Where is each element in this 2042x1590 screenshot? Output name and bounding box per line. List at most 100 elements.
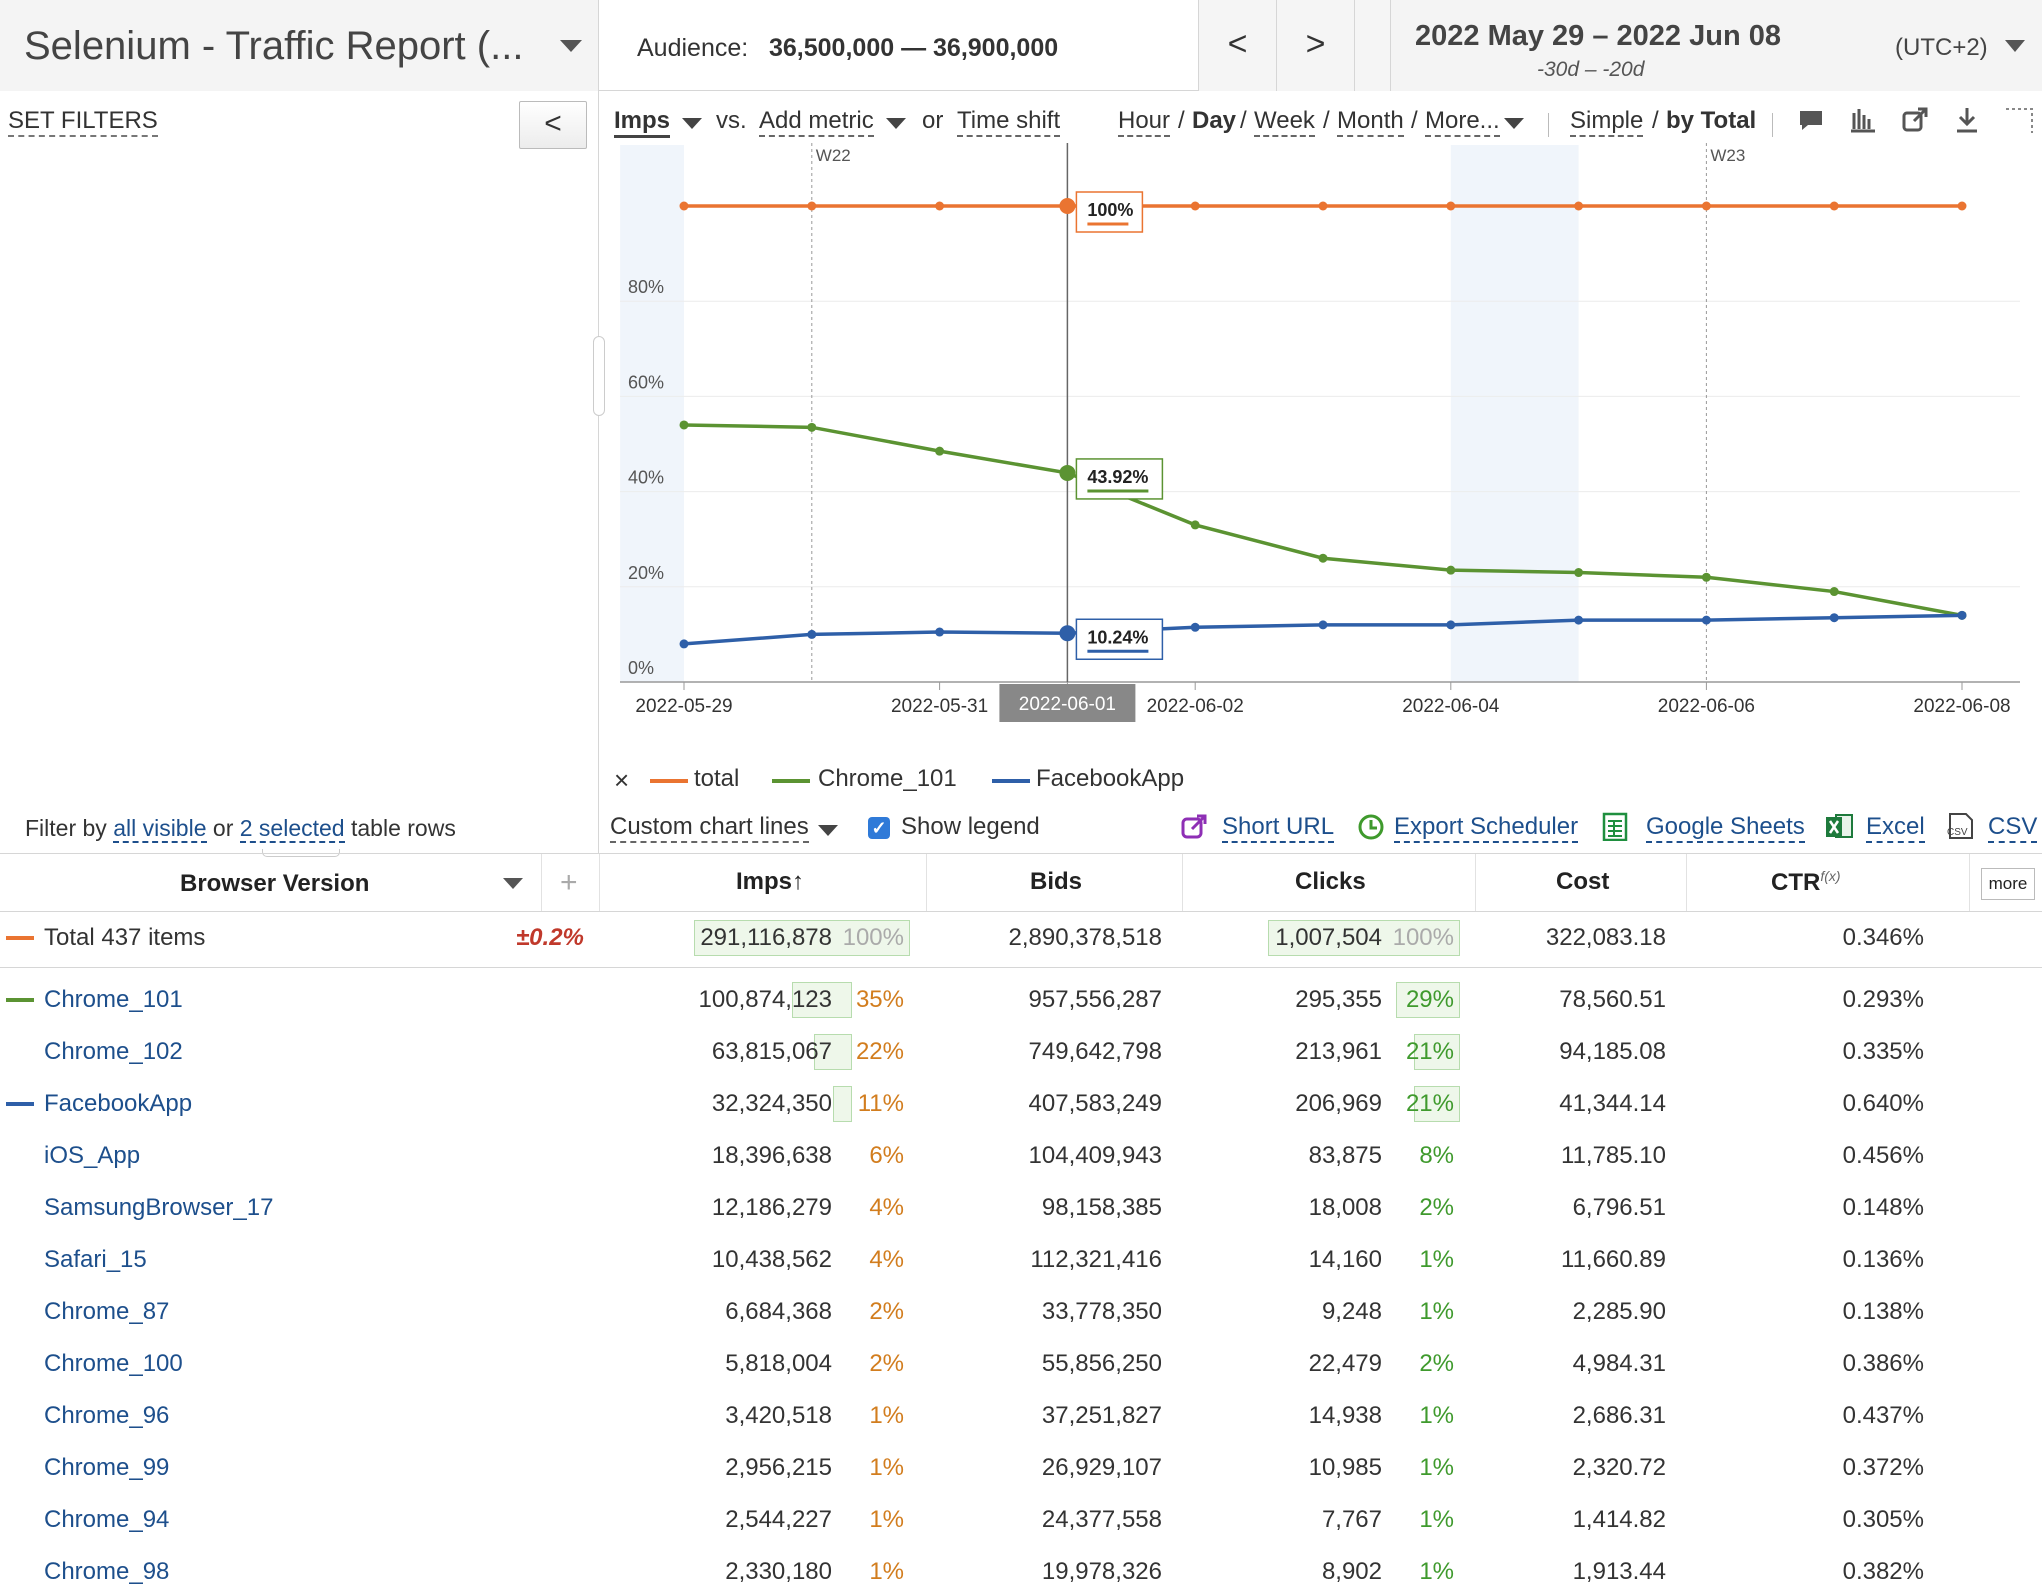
row-name-link[interactable]: Chrome_87 <box>44 1298 170 1325</box>
bids-value: 26,929,107 <box>1041 1454 1162 1481</box>
chart-toolbar: Imps vs. Add metric or Time shift Hour /… <box>600 91 2042 143</box>
legend-item-chrome-101[interactable]: Chrome_101 <box>818 765 957 792</box>
row-name-link[interactable]: FacebookApp <box>44 1090 193 1117</box>
filter-all-visible-link[interactable]: all visible <box>113 815 207 843</box>
excel-icon[interactable] <box>1824 811 1854 841</box>
table-row[interactable]: Chrome_96 3,420,518 1% 37,251,827 14,938 1% 2,… <box>0 1390 2042 1442</box>
clicks-value: 9,248 <box>1321 1298 1382 1325</box>
bids-value: 37,251,827 <box>1041 1402 1162 1429</box>
chevron-down-icon[interactable] <box>503 878 523 889</box>
row-name-link[interactable]: Chrome_102 <box>44 1038 183 1065</box>
table-row[interactable]: iOS_App 18,396,638 6% 104,409,943 83,875 8% 11… <box>0 1130 2042 1182</box>
comment-icon[interactable] <box>1796 105 1826 135</box>
download-icon[interactable] <box>1952 105 1982 135</box>
imps-pct: 6% <box>869 1142 904 1169</box>
granularity-day[interactable]: Day <box>1192 107 1237 134</box>
clicks-pct: 1% <box>1419 1506 1454 1533</box>
table-row[interactable]: Safari_15 10,438,562 4% 112,321,416 14,160 1%… <box>0 1234 2042 1286</box>
chevron-down-icon[interactable] <box>818 825 838 836</box>
external-link-icon[interactable] <box>1900 105 1930 135</box>
table-row[interactable]: Chrome_100 5,818,004 2% 55,856,250 22,479 2% 4… <box>0 1338 2042 1390</box>
short-url-link[interactable]: Short URL <box>1222 813 1335 843</box>
data-point <box>1190 201 1200 211</box>
table-row[interactable]: Chrome_101 100,874,123 35% 957,556,287 295,3… <box>0 974 2042 1026</box>
ctr-value: 0.335% <box>1842 1038 1924 1065</box>
line-chart[interactable]: 0% 20% 40% 60% 80% W22 W23 2022-05-29 2022-05-31… <box>600 143 2042 759</box>
clicks-value: 10,985 <box>1308 1454 1382 1481</box>
previous-period-button[interactable]: < <box>1199 0 1277 91</box>
add-metric-link[interactable]: Add metric <box>759 107 874 137</box>
csv-link[interactable]: CSV <box>1988 813 2038 843</box>
total-imps: 291,116,878 <box>700 924 832 951</box>
share-icon[interactable] <box>1180 811 1210 841</box>
bar-chart-icon[interactable] <box>1848 105 1878 135</box>
close-legend-icon[interactable]: × <box>614 765 630 795</box>
row-name-link[interactable]: iOS_App <box>44 1142 141 1169</box>
table-row[interactable]: SamsungBrowser_17 12,186,279 4% 98,158,385 1… <box>0 1182 2042 1234</box>
clicks-value: 14,938 <box>1308 1402 1382 1429</box>
more-columns-button[interactable]: more <box>1981 868 2035 900</box>
granularity-more[interactable]: More... <box>1425 107 1500 137</box>
table-row[interactable]: Chrome_102 63,815,067 22% 749,642,798 213,96… <box>0 1026 2042 1078</box>
chevron-down-icon[interactable] <box>682 118 702 129</box>
date-range-selector[interactable]: 2022 May 29 – 2022 Jun 08 -30d – -20d (U… <box>1391 0 2042 91</box>
time-shift-link[interactable]: Time shift <box>957 107 1061 137</box>
set-filters-link[interactable]: SET FILTERS <box>8 107 158 137</box>
google-sheets-link[interactable]: Google Sheets <box>1646 813 1805 843</box>
chevron-down-icon[interactable] <box>1504 118 1524 129</box>
total-clicks-pct: 100% <box>1392 924 1454 951</box>
row-name-link[interactable]: Chrome_94 <box>44 1506 170 1533</box>
row-name-link[interactable]: Chrome_98 <box>44 1558 170 1585</box>
mode-by-total[interactable]: by Total <box>1666 107 1757 134</box>
imps-pct: 22% <box>855 1038 904 1065</box>
row-name-link[interactable]: Chrome_99 <box>44 1454 170 1481</box>
splitter-handle[interactable] <box>593 336 605 416</box>
column-header-imps[interactable]: Imps↑ <box>736 868 804 896</box>
chevron-down-icon[interactable] <box>886 118 906 129</box>
report-title-selector[interactable]: Selenium - Traffic Report (... <box>0 0 599 91</box>
filter-selected-link[interactable]: 2 selected <box>239 815 345 843</box>
data-point <box>935 446 945 456</box>
row-name-link[interactable]: Chrome_96 <box>44 1402 170 1429</box>
column-header-bids[interactable]: Bids <box>1030 868 1083 895</box>
total-row[interactable]: Total 437 items ±0.2% 291,116,878 100% 2… <box>0 912 2042 968</box>
row-name-link[interactable]: Safari_15 <box>44 1246 147 1273</box>
granularity-month[interactable]: Month <box>1337 107 1404 137</box>
excel-link[interactable]: Excel <box>1866 813 1925 843</box>
collapse-panel-button[interactable]: < <box>519 101 587 149</box>
table-row[interactable]: FacebookApp 32,324,350 11% 407,583,249 206,9… <box>0 1078 2042 1130</box>
csv-icon[interactable]: CSV <box>1944 811 1974 841</box>
granularity-week[interactable]: Week <box>1254 107 1315 137</box>
legend-item-total[interactable]: total <box>694 765 740 792</box>
clock-icon[interactable] <box>1356 811 1386 841</box>
column-header-clicks[interactable]: Clicks <box>1295 868 1366 895</box>
metric-selector[interactable]: Imps <box>614 107 671 138</box>
next-period-button[interactable]: > <box>1277 0 1355 91</box>
export-scheduler-link[interactable]: Export Scheduler <box>1394 813 1579 843</box>
table-row[interactable]: Chrome_99 2,956,215 1% 26,929,107 10,985 1% 2,… <box>0 1442 2042 1494</box>
row-name-link[interactable]: Chrome_100 <box>44 1350 183 1377</box>
row-name-link[interactable]: SamsungBrowser_17 <box>44 1194 274 1221</box>
show-legend-checkbox[interactable]: ✓ <box>868 817 890 839</box>
clicks-value: 18,008 <box>1308 1194 1382 1221</box>
ctr-value: 0.293% <box>1842 986 1924 1013</box>
google-sheets-icon[interactable] <box>1600 811 1630 842</box>
table-row[interactable]: Chrome_94 2,544,227 1% 24,377,558 7,767 1% 1,4… <box>0 1494 2042 1546</box>
custom-chart-lines-link[interactable]: Custom chart lines <box>610 813 809 843</box>
mode-simple[interactable]: Simple <box>1570 107 1644 137</box>
legend-swatch-facebookapp <box>992 779 1030 783</box>
granularity-hour[interactable]: Hour <box>1118 107 1171 137</box>
bids-value: 55,856,250 <box>1041 1350 1162 1377</box>
table-row[interactable]: Chrome_87 6,684,368 2% 33,778,350 9,248 1% 2,2… <box>0 1286 2042 1338</box>
column-header-ctr[interactable]: CTRf(x) <box>1771 868 1841 897</box>
column-header-browser-version[interactable]: Browser Version <box>180 870 370 897</box>
table-row[interactable]: Chrome_98 2,330,180 1% 19,978,326 8,902 1% 1,9… <box>0 1546 2042 1590</box>
data-point <box>807 629 817 639</box>
add-column-button[interactable]: + <box>560 866 578 899</box>
clicks-share-bar <box>1414 1034 1460 1070</box>
legend-item-facebookapp[interactable]: FacebookApp <box>1036 765 1185 792</box>
column-header-cost[interactable]: Cost <box>1556 868 1610 895</box>
row-name-link[interactable]: Chrome_101 <box>44 986 183 1013</box>
weekend-band <box>620 145 684 682</box>
expand-icon[interactable] <box>2004 105 2034 135</box>
